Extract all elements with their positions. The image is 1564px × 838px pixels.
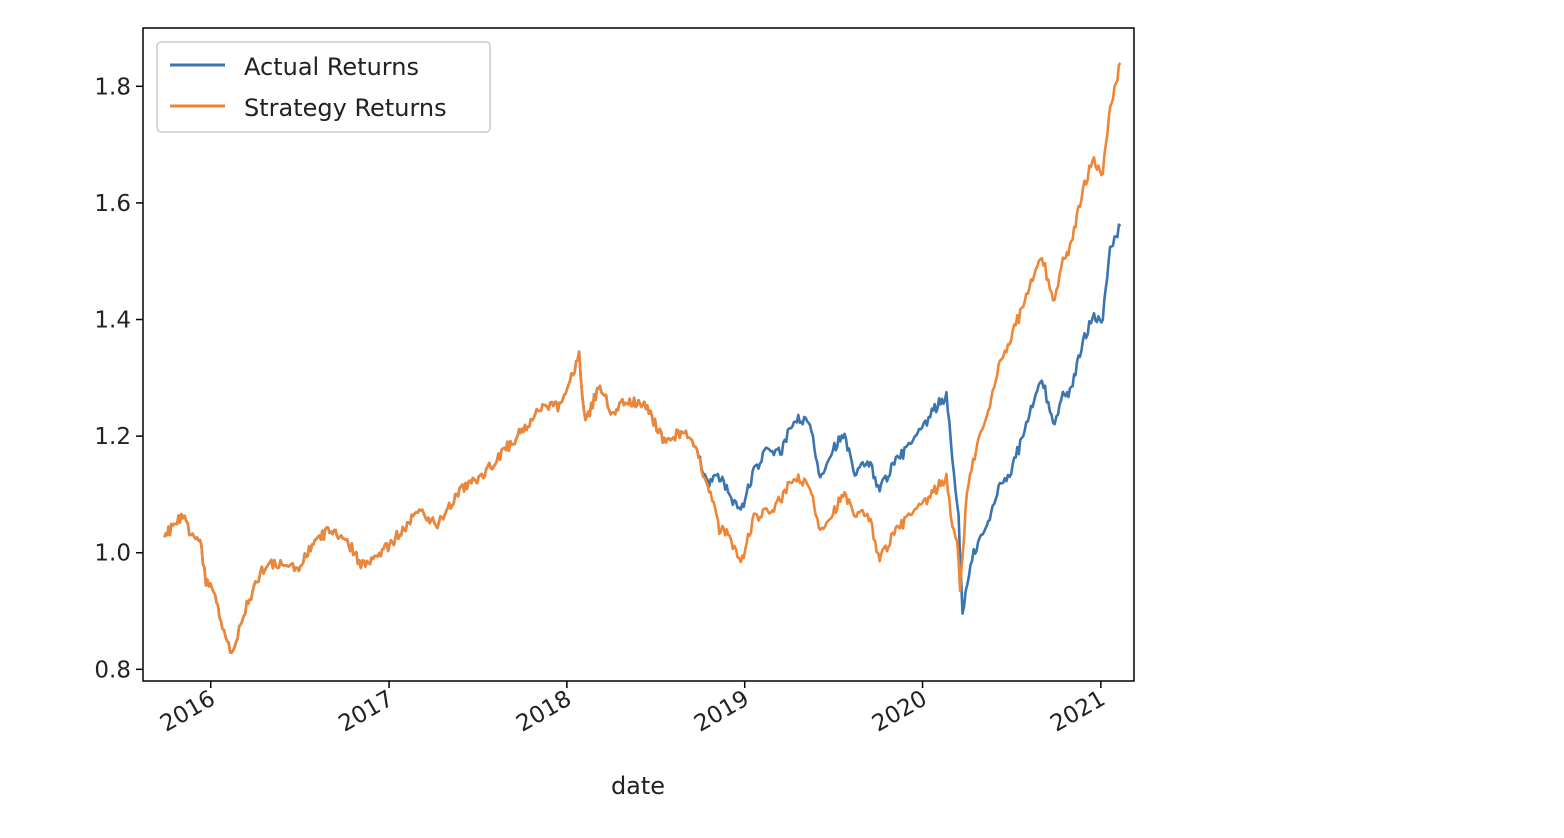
x-tick-label: 2020 [868,686,932,738]
x-tick-label: 2021 [1046,686,1110,738]
y-tick-label: 1.8 [94,74,131,100]
legend: Actual Returns Strategy Returns [156,41,491,133]
legend-label-strategy-returns: Strategy Returns [244,94,447,122]
legend-box [156,41,491,133]
x-axis: 2016 2017 2018 2019 2020 2021 [156,681,1110,737]
x-tick-label: 2016 [156,686,220,738]
x-tick-label: 2017 [334,686,398,738]
x-tick-label: 2018 [512,686,576,738]
axes-frame [142,27,1135,682]
series-line-actual-returns [163,223,1122,655]
y-tick-label: 1.6 [94,191,131,217]
legend-label-actual-returns: Actual Returns [244,53,419,81]
y-tick-label: 0.8 [94,657,131,683]
y-tick-label: 1.2 [94,424,131,450]
y-tick-label: 1.0 [94,541,131,567]
y-axis: 0.8 1.0 1.2 1.4 1.6 1.8 [94,74,143,683]
x-tick-label: 2019 [690,686,754,738]
series-line-strategy-returns [163,62,1122,655]
y-tick-label: 1.4 [94,308,131,334]
plot-area [142,27,1135,682]
series-layer [163,62,1122,655]
x-axis-label: date [611,772,665,800]
